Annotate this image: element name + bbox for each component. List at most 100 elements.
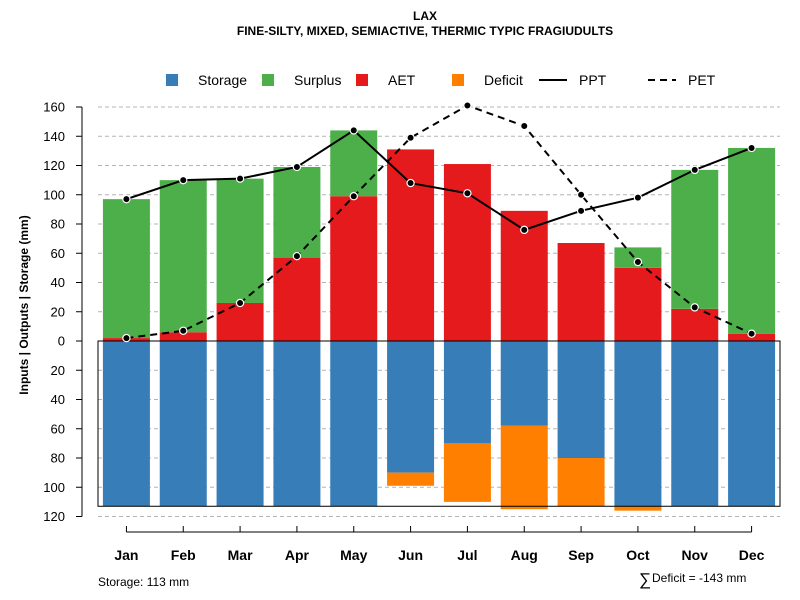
ppt-point-may xyxy=(349,126,358,135)
x-axis: Jan Feb Mar Apr May Jun Jul Aug Sep Oct Nov Dec xyxy=(114,526,765,563)
legend-label-deficit: Deficit xyxy=(484,72,523,88)
storage-bar-dec xyxy=(728,341,776,507)
legend-swatch-surplus xyxy=(262,74,274,86)
deficit-bar-sep xyxy=(557,458,605,507)
y-axis: 160 140 120 100 80 60 40 20 0 20 40 60 80 100 120 xyxy=(43,100,83,524)
grid xyxy=(98,106,780,517)
legend-swatch-aet xyxy=(356,74,368,86)
storage-bar-jan xyxy=(102,341,150,507)
storage-bar-nov xyxy=(671,341,719,507)
pet-point-apr xyxy=(292,251,302,261)
pet-point-may xyxy=(349,192,358,201)
legend-swatch-deficit xyxy=(452,74,464,86)
x-tick-label-apr: Apr xyxy=(285,547,310,563)
y-tick-label: 140 xyxy=(43,129,65,144)
y-tick-label: 40 xyxy=(51,392,65,407)
ppt-point-jan xyxy=(122,194,131,204)
x-tick-label-may: May xyxy=(340,547,367,563)
y-tick-label: 60 xyxy=(51,421,65,436)
storage-bar-sep xyxy=(557,341,605,458)
deficit-note: Deficit = -143 mm xyxy=(652,571,746,585)
x-tick-label-mar: Mar xyxy=(228,547,253,563)
y-tick-label: 160 xyxy=(43,100,65,115)
pet-point-jun xyxy=(406,133,415,142)
deficit-bar-jun xyxy=(387,472,435,486)
pet-point-jan xyxy=(122,333,131,343)
bars xyxy=(97,130,781,511)
legend-label-ppt: PPT xyxy=(579,72,607,88)
sum-symbol: ∑ xyxy=(639,570,651,589)
surplus-bar-nov xyxy=(671,169,719,309)
pet-point-oct xyxy=(633,257,643,267)
pet-point-feb xyxy=(179,326,188,335)
pet-point-jul xyxy=(463,101,472,110)
surplus-bar-oct xyxy=(614,247,662,268)
aet-bar-feb xyxy=(159,332,207,341)
x-tick-label-sep: Sep xyxy=(568,547,594,563)
legend-label-storage: Storage xyxy=(198,72,247,88)
legend: Storage Surplus AET Deficit PPT PET xyxy=(166,72,716,88)
aet-bar-sep xyxy=(557,243,605,341)
x-tick-label-oct: Oct xyxy=(626,547,650,563)
x-tick-label-nov: Nov xyxy=(682,547,709,563)
storage-bar-oct xyxy=(614,341,662,507)
aet-bar-mar xyxy=(216,302,264,341)
aet-bar-nov xyxy=(671,308,719,341)
y-tick-label: 100 xyxy=(43,480,65,495)
surplus-bar-dec xyxy=(728,147,776,334)
aet-bar-oct xyxy=(614,267,662,341)
storage-bar-mar xyxy=(216,341,264,507)
x-tick-label-jun: Jun xyxy=(398,547,423,563)
lines xyxy=(122,101,756,343)
storage-note: Storage: 113 mm xyxy=(98,575,189,589)
x-tick-label-dec: Dec xyxy=(739,547,765,563)
ppt-line xyxy=(126,129,752,231)
ppt-point-feb xyxy=(179,175,188,185)
storage-bar-feb xyxy=(159,341,207,507)
surplus-bar-apr xyxy=(273,166,321,258)
ppt-point-sep xyxy=(576,206,586,216)
x-tick-label-aug: Aug xyxy=(511,547,538,563)
legend-label-aet: AET xyxy=(388,72,416,88)
storage-bar-aug xyxy=(500,341,548,426)
y-tick-label: 0 xyxy=(58,334,65,349)
surplus-bar-feb xyxy=(159,180,207,333)
pet-line xyxy=(126,104,753,340)
aet-bar-jun xyxy=(387,149,435,341)
y-tick-label: 100 xyxy=(43,187,65,202)
storage-bar-jul xyxy=(443,341,491,444)
y-tick-label: 120 xyxy=(43,158,65,173)
y-tick-label: 40 xyxy=(51,275,65,290)
aet-bar-apr xyxy=(273,257,321,341)
y-axis-title: Inputs | Outputs | Storage (mm) xyxy=(17,215,31,394)
pet-point-dec xyxy=(747,329,756,338)
y-tick-label: 80 xyxy=(51,217,65,232)
storage-bar-may xyxy=(330,341,378,507)
deficit-bar-jul xyxy=(443,443,491,502)
ppt-point-oct xyxy=(633,193,643,202)
pet-point-sep xyxy=(576,190,586,199)
y-tick-label: 20 xyxy=(51,304,65,319)
ppt-point-jun xyxy=(406,178,415,188)
surplus-bar-jan xyxy=(102,199,150,339)
storage-bar-jun xyxy=(387,341,435,473)
y-tick-label: 60 xyxy=(51,246,65,261)
pet-point-mar xyxy=(235,298,245,308)
x-tick-label-jan: Jan xyxy=(114,547,138,563)
x-tick-label-jul: Jul xyxy=(457,547,477,563)
legend-swatch-storage xyxy=(166,74,178,86)
storage-bar-apr xyxy=(273,341,321,507)
chart-title: LAX xyxy=(413,9,437,23)
aet-bar-may xyxy=(330,196,378,341)
ppt-point-mar xyxy=(235,174,245,183)
deficit-bar-aug xyxy=(500,425,548,510)
chart-subtitle: FINE-SILTY, MIXED, SEMIACTIVE, THERMIC T… xyxy=(237,24,613,38)
pet-point-aug xyxy=(520,121,529,131)
ppt-point-aug xyxy=(520,225,529,235)
ppt-point-nov xyxy=(690,165,699,175)
legend-label-pet: PET xyxy=(688,72,716,88)
ppt-point-apr xyxy=(292,162,302,172)
y-tick-label: 80 xyxy=(51,451,65,466)
ppt-point-jul xyxy=(463,189,472,198)
